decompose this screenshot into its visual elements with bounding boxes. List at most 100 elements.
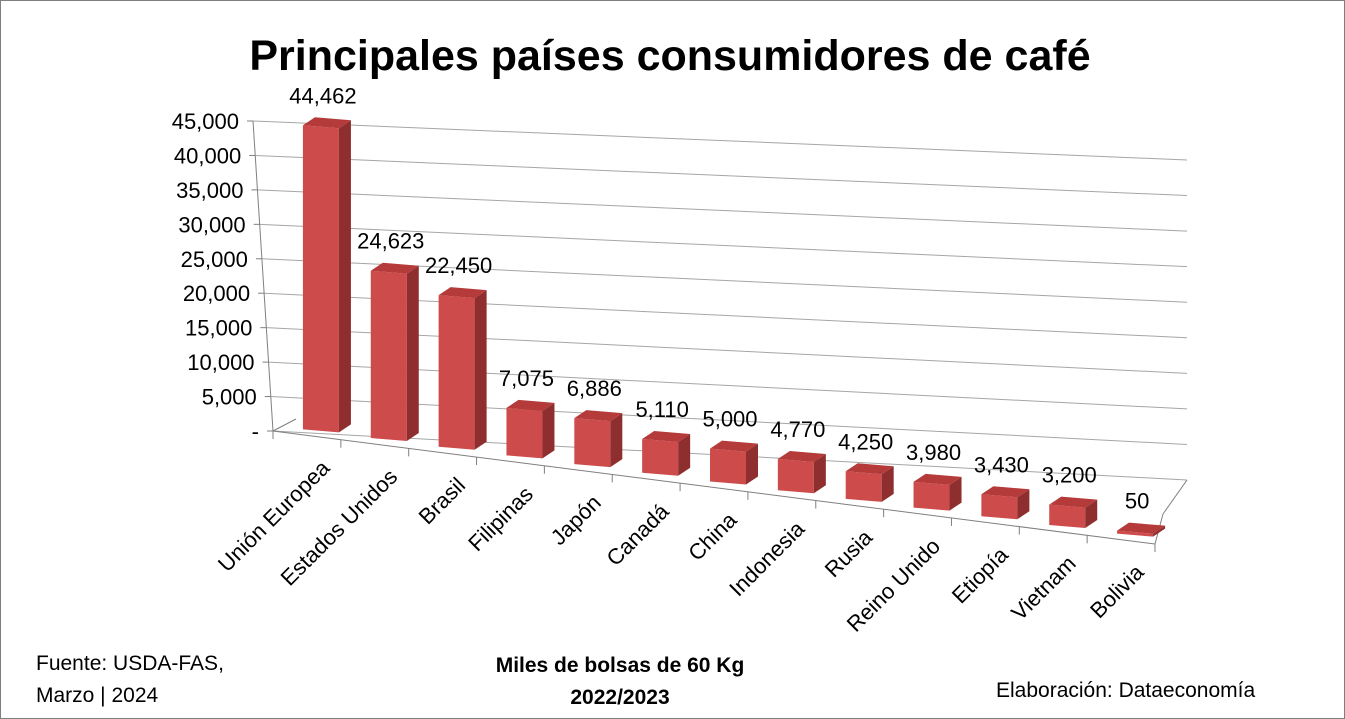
bar-top (1049, 496, 1098, 508)
source-line-2: Marzo | 2024 (36, 684, 159, 707)
bar-side (406, 265, 419, 442)
unit-line-2: 2022/2023 (570, 686, 670, 709)
gridline (259, 223, 1188, 268)
bar-front (302, 125, 339, 433)
bar (777, 450, 826, 494)
bar-front (845, 471, 882, 502)
gridline (255, 154, 1188, 197)
bar (1049, 496, 1098, 528)
bar (913, 473, 962, 511)
unit-note: Miles de bolsas de 60 Kg 2022/2023 (470, 650, 770, 714)
bar-top (438, 287, 487, 299)
y-tick-label: 5,000 (202, 385, 257, 410)
axes (247, 120, 1188, 552)
bar-top (913, 473, 962, 485)
chart-title: Principales países consumidores de café (249, 32, 1090, 80)
source-note: Fuente: USDA-FAS, Marzo | 2024 (36, 648, 224, 712)
bar-top (1117, 522, 1166, 534)
y-axis-line (252, 120, 274, 432)
bar-top (370, 262, 419, 274)
floor-front-edge (272, 430, 1156, 545)
y-tick-label: - (252, 419, 259, 444)
bar-side (678, 433, 691, 476)
bar-top (710, 440, 758, 452)
bar-front (506, 407, 543, 459)
bar (574, 410, 623, 468)
bar (1117, 522, 1166, 537)
floor-back-right-edge (1162, 479, 1188, 515)
data-label: 44,462 (289, 83, 356, 108)
credit-note: Elaboración: Dataeconomía (996, 679, 1256, 702)
bar-side (881, 466, 894, 502)
data-label: 4,250 (838, 429, 893, 454)
bar-side (338, 120, 351, 433)
y-tick-label: 40,000 (174, 143, 241, 168)
bar-top (506, 399, 555, 411)
bar-top (302, 117, 351, 129)
data-label: 6,886 (567, 376, 622, 401)
bar-top (845, 463, 894, 475)
bar-front (710, 448, 746, 485)
y-tick-label: 35,000 (176, 178, 243, 203)
y-tick-label: 30,000 (178, 212, 245, 237)
data-label: 3,430 (974, 452, 1029, 477)
y-tick-label: 20,000 (183, 281, 250, 306)
bar-side (1153, 525, 1166, 537)
bar-side (1017, 489, 1030, 520)
data-label: 7,075 (499, 366, 554, 391)
bar-side (813, 453, 826, 494)
y-tick-label: 10,000 (187, 350, 254, 375)
data-label: 24,623 (357, 229, 424, 254)
bar-side (474, 290, 487, 450)
bar (642, 430, 691, 476)
y-tick-label: 25,000 (181, 247, 248, 272)
gridline (268, 361, 1188, 410)
bar-top (574, 410, 623, 422)
gridline (257, 189, 1188, 232)
gridline (252, 120, 1188, 161)
data-label: 5,110 (635, 397, 688, 422)
bar-front (438, 295, 475, 450)
data-label: 50 (1125, 489, 1149, 514)
bar-top (981, 486, 1030, 498)
unit-line-1: Miles de bolsas de 60 Kg (495, 654, 745, 677)
bar-side (746, 443, 758, 485)
data-label: 4,770 (770, 417, 825, 442)
y-tick-labels: - 5,000 10,000 15,000 20,000 25,000 30,000 35,0… (172, 109, 259, 444)
bar-front (1117, 530, 1154, 537)
bar (845, 463, 894, 502)
gridline (270, 396, 1188, 445)
bar-top (642, 430, 691, 442)
bar (302, 117, 351, 433)
bar-front (574, 418, 611, 468)
bar-front (642, 438, 679, 476)
bar (981, 486, 1030, 520)
bar-front (370, 270, 407, 442)
data-label: 5,000 (702, 407, 757, 432)
source-line-1: Fuente: USDA-FAS, (36, 652, 224, 675)
bar-front (913, 481, 950, 511)
bar-front (981, 494, 1018, 520)
floor-left-edge (272, 418, 297, 432)
gridlines (252, 120, 1188, 481)
data-label: 3,980 (906, 440, 961, 465)
bar-front (777, 458, 814, 494)
y-tick-label: 45,000 (172, 109, 239, 134)
bar-side (542, 402, 555, 459)
bar-top (777, 450, 826, 462)
bar (710, 440, 758, 485)
bar-side (949, 476, 962, 511)
data-label: 22,450 (425, 253, 492, 278)
bar-side (1085, 499, 1098, 528)
gridline (266, 327, 1188, 374)
y-tick-label: 15,000 (185, 316, 252, 341)
bar-side (610, 413, 623, 468)
data-label: 3,200 (1042, 463, 1097, 488)
bar (370, 262, 419, 442)
bar (506, 399, 555, 459)
bar-front (1049, 504, 1086, 528)
